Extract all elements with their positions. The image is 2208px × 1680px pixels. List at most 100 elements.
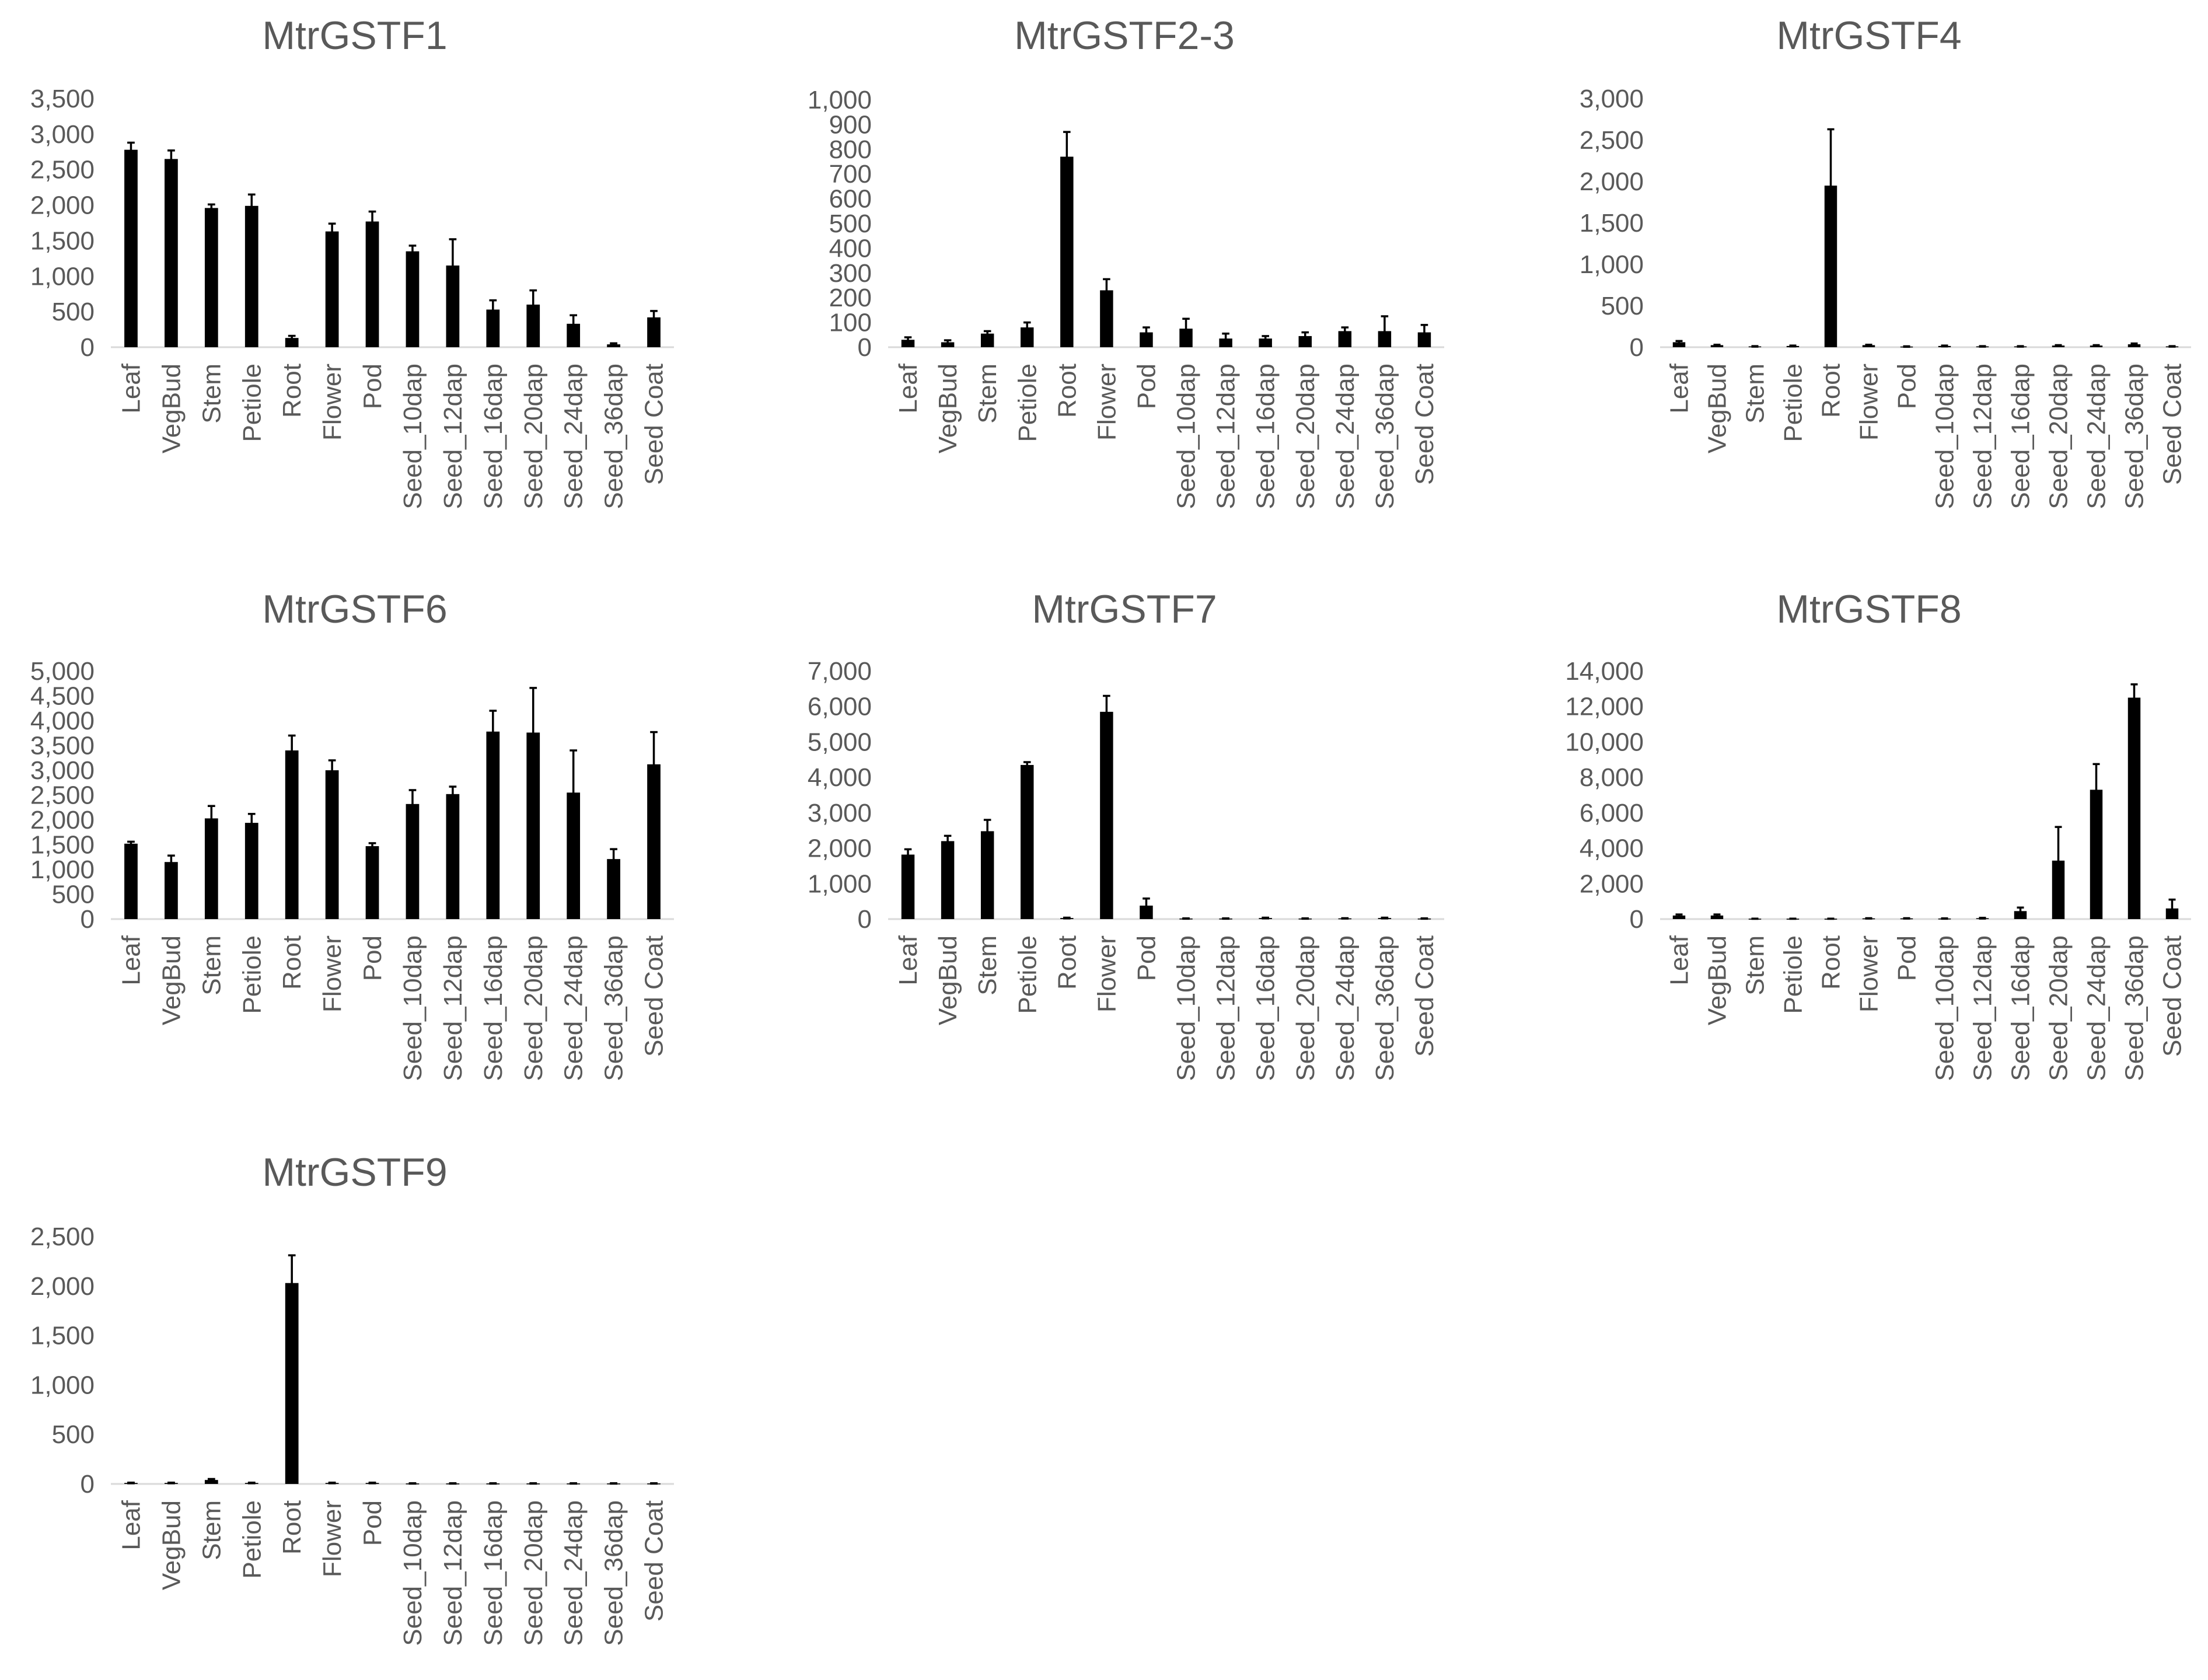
- error-bar: [570, 314, 578, 334]
- error-bar: [1713, 913, 1721, 918]
- y-tick-label: 4,000: [808, 763, 872, 792]
- bar: [285, 750, 299, 919]
- y-tick-label: 3,000: [30, 756, 95, 785]
- bar: [526, 304, 540, 347]
- error-bar: [328, 222, 336, 240]
- chart-title: MtrGSTF1: [262, 13, 447, 58]
- x-tick-label: Seed Coat: [1410, 935, 1439, 1057]
- x-tick-label: Seed Coat: [2158, 364, 2187, 485]
- bar: [567, 323, 581, 347]
- bar: [1672, 342, 1686, 347]
- error-bar: [529, 1482, 537, 1485]
- y-tick-label: 2,000: [30, 1272, 95, 1301]
- chart-title: MtrGSTF6: [262, 587, 447, 631]
- error-bar: [1143, 897, 1150, 914]
- error-bar: [1023, 761, 1031, 769]
- error-bar: [1827, 128, 1835, 243]
- error-bar: [127, 840, 135, 847]
- x-tick-label: Stem: [973, 364, 1002, 424]
- x-tick-label: Petiole: [1013, 935, 1042, 1014]
- x-tick-label: Seed_24dap: [560, 364, 588, 509]
- error-bar: [408, 245, 417, 259]
- error-bar: [570, 1482, 578, 1485]
- bar: [165, 159, 178, 347]
- x-tick-label: Seed Coat: [640, 364, 669, 485]
- x-tick-label: Seed Coat: [640, 935, 669, 1057]
- error-bar: [1222, 917, 1229, 920]
- error-bar: [650, 731, 658, 798]
- x-tick-label: Seed_12dap: [439, 1500, 467, 1646]
- y-tick-label: 3,000: [30, 120, 95, 149]
- x-tick-label: Root: [1817, 364, 1846, 418]
- error-bar: [2168, 898, 2176, 918]
- error-bar: [650, 1482, 658, 1485]
- x-tick-label: Seed_16dap: [479, 1500, 508, 1646]
- y-tick-label: 700: [829, 160, 872, 188]
- bar: [446, 794, 460, 919]
- y-tick-label: 4,000: [30, 707, 95, 735]
- bar: [325, 770, 339, 919]
- x-tick-label: Pod: [358, 364, 387, 409]
- x-tick-label: Seed_12dap: [1969, 364, 1997, 509]
- x-tick-label: Seed_36dap: [1371, 364, 1399, 509]
- x-tick-label: Stem: [197, 364, 226, 424]
- x-tick-label: Leaf: [1665, 935, 1694, 985]
- chart-panel: MtrGSTF9 0 500 1,000 1,500 2,000 2,500 Leaf VegB…: [30, 1150, 674, 1646]
- y-tick-label: 2,000: [30, 191, 95, 220]
- error-bar: [1941, 917, 1948, 920]
- chart-panel: MtrGSTF8 0 2,000 4,000 6,000 8,000 10,000 12,00…: [1565, 587, 2191, 1081]
- chart-title: MtrGSTF4: [1776, 13, 1961, 58]
- y-tick-label: 0: [1630, 905, 1644, 934]
- error-bar: [288, 734, 296, 767]
- y-tick-label: 3,000: [1580, 85, 1644, 113]
- x-tick-label: Flower: [318, 935, 347, 1012]
- error-bar: [1675, 340, 1683, 345]
- chart-panel: MtrGSTF7 0 1,000 2,000 3,000 4,000 5,000 6,000 7…: [808, 587, 1444, 1081]
- error-bar: [944, 339, 952, 345]
- x-tick-label: VegBud: [157, 1500, 186, 1590]
- x-tick-label: VegBud: [934, 364, 962, 453]
- x-tick-label: VegBud: [1703, 935, 1732, 1025]
- x-tick-label: Seed_12dap: [1212, 364, 1241, 509]
- error-bar: [247, 813, 256, 833]
- x-tick-label: Leaf: [117, 935, 145, 985]
- x-tick-label: Leaf: [1665, 363, 1694, 413]
- error-bar: [207, 805, 215, 832]
- x-tick-label: Root: [1817, 935, 1846, 990]
- bar: [526, 732, 540, 919]
- y-tick-label: 500: [52, 1420, 95, 1449]
- bar: [486, 731, 500, 919]
- x-tick-label: Pod: [1893, 364, 1921, 409]
- x-tick-label: Petiole: [237, 935, 266, 1014]
- error-bar: [1023, 321, 1031, 334]
- y-tick-label: 1,500: [30, 1322, 95, 1350]
- error-bar: [1262, 335, 1269, 343]
- error-bar: [1381, 315, 1389, 347]
- chart-panel: MtrGSTF6 05001,0001,5002,0002,5003,0003,5…: [30, 587, 674, 1081]
- y-tick-label: 0: [81, 1470, 95, 1499]
- error-bar: [408, 1482, 417, 1485]
- error-bar: [1222, 332, 1229, 345]
- x-tick-label: Seed_20dap: [519, 935, 548, 1081]
- y-tick-label: 6,000: [808, 693, 872, 721]
- error-bar: [650, 310, 658, 325]
- x-tick-label: Seed_20dap: [2045, 935, 2073, 1081]
- x-tick-label: Stem: [197, 1500, 226, 1560]
- y-tick-label: 500: [52, 881, 95, 909]
- x-tick-label: Petiole: [237, 364, 266, 442]
- error-bar: [288, 1254, 296, 1312]
- error-bar: [449, 785, 457, 803]
- error-bar: [207, 203, 215, 213]
- bar: [406, 804, 420, 919]
- bar: [1100, 711, 1113, 919]
- error-bar: [2130, 683, 2138, 712]
- x-tick-label: Seed_16dap: [479, 935, 508, 1081]
- x-tick-label: Seed_36dap: [600, 364, 628, 509]
- error-bar: [127, 141, 135, 158]
- x-tick-label: Seed_24dap: [1331, 935, 1360, 1081]
- error-bar: [610, 848, 617, 870]
- error-bar: [1063, 131, 1071, 183]
- x-tick-label: Pod: [1132, 935, 1161, 981]
- bar: [1021, 764, 1034, 919]
- y-tick-label: 2,000: [808, 834, 872, 863]
